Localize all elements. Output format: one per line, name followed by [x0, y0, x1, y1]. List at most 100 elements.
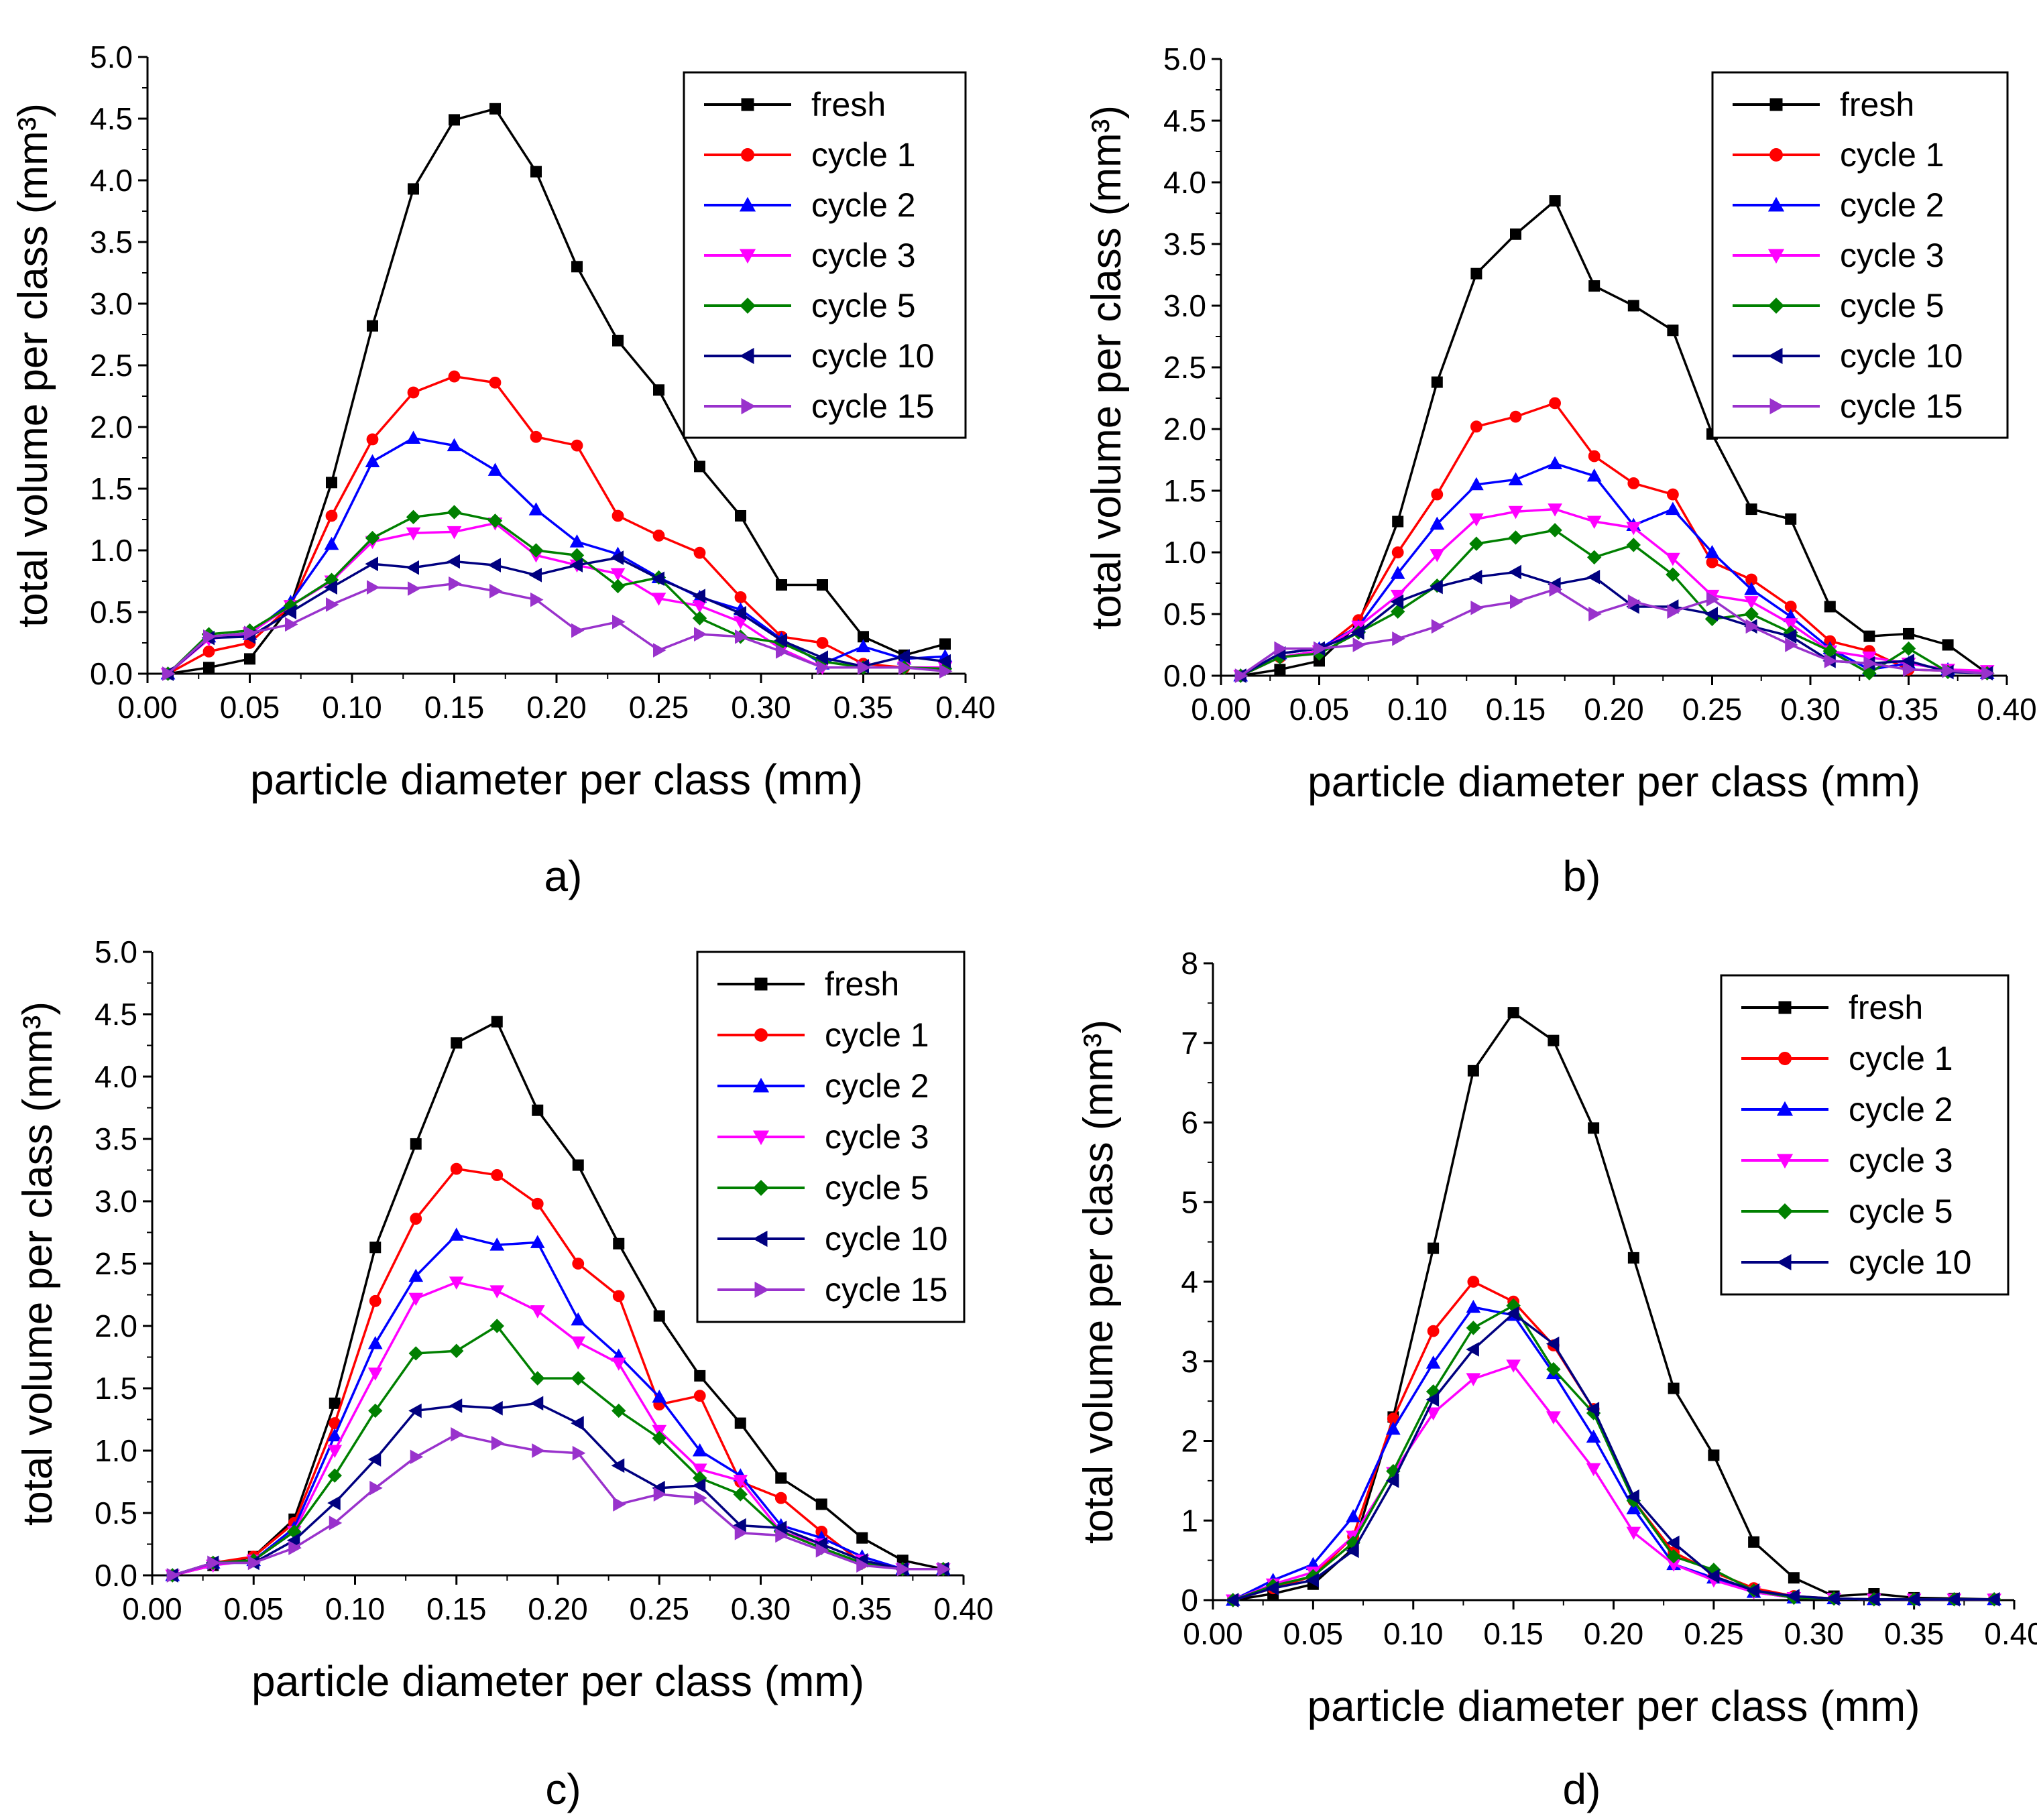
chart-d-legend-swatch-marker: [1778, 1052, 1792, 1065]
chart-d-data-point: [1548, 1034, 1560, 1046]
chart-a-xtick-label: 0.20: [526, 690, 587, 725]
chart-c-ytick-label: 2.0: [95, 1309, 137, 1343]
chart-b-data-point: [1390, 604, 1405, 619]
chart-b-ytick-label: 4.5: [1163, 103, 1206, 138]
chart-c-data-point: [491, 1016, 503, 1028]
chart-c-data-point: [611, 1357, 626, 1371]
chart-a-data-point: [326, 477, 337, 489]
chart-a-data-point: [487, 558, 501, 572]
chart-d-data-point: [1586, 1402, 1600, 1416]
chart-c-data-point: [815, 1498, 827, 1510]
chart-a-data-point: [898, 660, 912, 675]
chart-a-data-point: [817, 660, 830, 675]
chart-c-data-point: [450, 1162, 463, 1175]
chart-b-data-point: [1510, 594, 1523, 609]
chart-panel-d: 0 1 2 3 4 5 6 7 8 0.00 0.05 0.10 0.15 0.20 0.25 0.30 0.3…: [1019, 910, 2037, 1820]
chart-a-legend-swatch-marker: [740, 298, 756, 314]
chart-a-ytick-label: 2.5: [90, 348, 133, 383]
chart-b-data-point: [1667, 604, 1680, 619]
chart-a-data-point: [365, 454, 380, 468]
chart-c-series-line: [172, 1233, 943, 1577]
chart-a-data-point: [937, 654, 951, 669]
chart-c-data-point: [611, 1458, 625, 1473]
chart-b-data-point: [1549, 397, 1561, 410]
chart-b-data-point: [1586, 468, 1602, 482]
chart-d-legend-box: [1720, 974, 2010, 1296]
chart-a-data-point: [653, 643, 666, 658]
chart-a-data-point: [203, 629, 217, 644]
chart-b-xtick-label: 0.30: [1780, 692, 1841, 727]
chart-c-data-point: [327, 1445, 343, 1459]
chart-c-legend-swatch-marker: [752, 1077, 770, 1093]
chart-b-data-point: [1667, 488, 1679, 501]
chart-b-ytick-label: 5.0: [1163, 42, 1206, 76]
chart-b-data-point: [1430, 549, 1445, 562]
chart-b-data-point: [1862, 666, 1877, 681]
chart-a-xtick-label: 0.05: [220, 690, 280, 725]
chart-a-data-point: [406, 509, 421, 525]
chart-a-data-point: [365, 556, 378, 572]
chart-c-data-point: [368, 1403, 383, 1418]
chart-b-data-point: [1745, 619, 1759, 634]
chart-a-xtick-label: 0.30: [731, 690, 791, 725]
chart-c-data-point: [652, 1389, 667, 1403]
chart-c-data-point: [166, 1568, 180, 1583]
chart-a-data-point: [569, 558, 583, 572]
chart-c-data-point: [612, 1290, 625, 1302]
chart-a-data-point: [817, 579, 828, 591]
chart-b-legend-label: cycle 15: [1840, 387, 1963, 425]
chart-c-ytick-label: 0.0: [95, 1558, 137, 1593]
chart-panel-a: 0.0 0.5 1.0 1.5 2.0 2.5 3.0 3.5 4.0 4.5 5.0 0.00 0.0…: [0, 0, 1019, 910]
chart-d-data-point: [1748, 1536, 1760, 1548]
chart-b-data-point: [1430, 579, 1443, 595]
chart-a-data-point: [406, 527, 421, 541]
chart-c-legend-label: cycle 2: [825, 1067, 929, 1105]
chart-c-ytick-label: 3.5: [95, 1121, 137, 1156]
chart-d-legend: fresh cycle 1 cycle 2 cycle 3 cycle 5 cycle 1…: [1720, 974, 2010, 1296]
chart-c-ytick-label: 2.5: [95, 1246, 137, 1281]
chart-a-data-point: [408, 183, 419, 195]
chart-d-data-point: [1626, 1501, 1641, 1514]
chart-d-data-point: [1507, 1007, 1519, 1019]
chart-d-data-point: [1466, 1299, 1481, 1313]
chart-c-xtick-label: 0.40: [933, 1591, 994, 1626]
chart-a-data-point: [896, 649, 910, 664]
chart-c-data-point: [369, 1241, 382, 1254]
chart-a-series-line: [167, 436, 945, 675]
chart-d-data-point: [1788, 1572, 1800, 1584]
chart-b-data-point: [1586, 550, 1602, 565]
chart-a-data-point: [612, 509, 624, 522]
chart-d-data-point: [1425, 1355, 1441, 1369]
chart-a-xtick-label: 0.40: [935, 690, 996, 725]
chart-a-data-point: [408, 581, 421, 596]
chart-c-data-point: [572, 1159, 584, 1171]
chart-c-data-point: [653, 1487, 667, 1502]
chart-d-xtick-label: 0.00: [1183, 1616, 1243, 1651]
chart-d-ytick-label: 3: [1181, 1344, 1198, 1379]
chart-c-ytick-label: 3.0: [95, 1184, 137, 1219]
chart-d-data-point: [1588, 1122, 1600, 1134]
chart-c-data-point: [571, 1312, 586, 1326]
chart-a-data-point: [447, 438, 462, 452]
chart-b-legend-swatch-marker: [1767, 347, 1783, 365]
chart-c-data-point: [489, 1400, 503, 1416]
chart-a-data-point: [856, 639, 871, 653]
chart-c-data-point: [449, 1398, 463, 1413]
chart-d-series-5: [1225, 1306, 2000, 1607]
chart-b-data-point: [1586, 569, 1600, 585]
chart-d-data-point: [1626, 1526, 1641, 1540]
chart-a-xtick-label: 0.35: [833, 690, 894, 725]
chart-c-data-point: [692, 1463, 707, 1477]
chart-b-data-point: [1470, 600, 1484, 615]
chart-b-ytick-label: 3.5: [1163, 227, 1206, 261]
chart-b-data-point: [1548, 503, 1562, 517]
chart-b-data-point: [1314, 641, 1327, 656]
chart-c-data-point: [530, 1235, 545, 1248]
chart-c-data-point: [652, 1431, 666, 1446]
chart-b-data-point: [1704, 544, 1720, 558]
chart-c-xtick-label: 0.30: [731, 1591, 791, 1626]
chart-a-data-point: [692, 611, 707, 625]
chart-c-data-point: [530, 1396, 544, 1411]
chart-c-data-point: [367, 1452, 382, 1467]
chart-c-series-6: [166, 1427, 951, 1583]
